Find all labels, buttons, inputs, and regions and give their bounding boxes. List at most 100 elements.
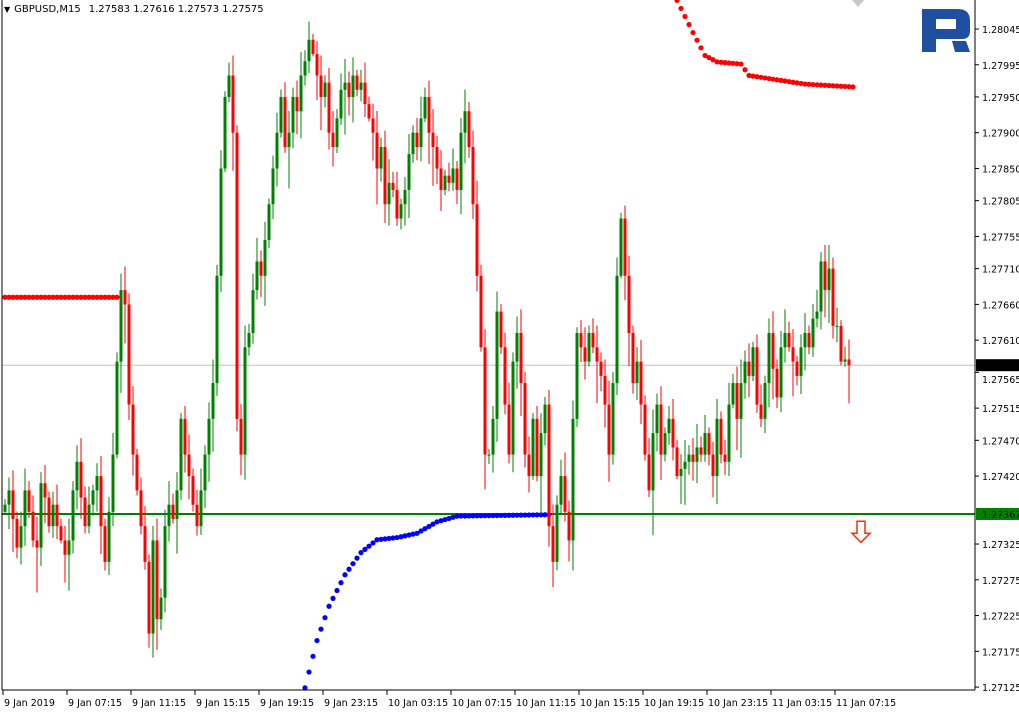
triangle-down-icon[interactable]: ▼	[4, 5, 11, 14]
candle	[591, 318, 595, 354]
lower-indicator-dot	[538, 512, 544, 518]
resistance-dot	[86, 294, 92, 300]
time-tick-label: 11 Jan 07:15	[836, 698, 896, 709]
candle-body	[719, 418, 723, 455]
chart-lines	[2, 364, 975, 515]
candle-body	[415, 132, 419, 148]
candle	[807, 325, 811, 355]
candle-body	[663, 433, 667, 455]
candle	[575, 327, 579, 427]
candle	[43, 464, 47, 524]
upper-indicator-dot	[714, 59, 720, 65]
candle	[515, 316, 519, 389]
candle	[519, 309, 523, 417]
candle-body	[283, 96, 287, 148]
candle-body	[499, 311, 503, 348]
price-tick-label: 1.27995	[982, 61, 1019, 72]
candle-body	[699, 447, 703, 455]
candle-body	[63, 540, 67, 555]
candle	[327, 67, 331, 150]
candle	[559, 459, 563, 516]
candle	[3, 498, 7, 515]
candle-body	[331, 132, 335, 148]
candle-body	[651, 433, 655, 491]
candle-body	[131, 404, 135, 455]
candle-body	[267, 204, 271, 241]
lower-indicator-dot	[526, 512, 532, 518]
candle	[123, 266, 127, 344]
upper-indicator-dot	[754, 74, 760, 80]
candle	[323, 75, 327, 108]
candle-body	[175, 490, 179, 519]
candle	[603, 359, 607, 428]
candle	[827, 245, 831, 324]
candle	[239, 404, 243, 476]
candle-body	[743, 361, 747, 384]
upper-indicator-dot	[850, 84, 856, 90]
candle-body	[643, 404, 647, 455]
candle-body	[587, 333, 591, 362]
lower-indicator-dot	[362, 546, 368, 552]
upper-indicator-dot	[766, 75, 772, 82]
candle	[555, 495, 559, 571]
candle-body	[355, 75, 359, 90]
candle	[751, 341, 755, 382]
candle-body	[731, 383, 735, 405]
candle	[275, 112, 279, 187]
candle-body	[315, 54, 319, 76]
candle-body	[427, 96, 431, 133]
candle	[767, 318, 771, 408]
candle	[291, 87, 295, 149]
candle-body	[575, 333, 579, 419]
candle-body	[759, 404, 763, 419]
candle	[263, 221, 267, 306]
candle	[547, 389, 551, 547]
candle-body	[211, 383, 215, 419]
candle-body	[791, 347, 795, 362]
lower-indicator-dot	[518, 512, 524, 518]
lower-indicator-dot	[382, 536, 388, 542]
candle-body	[87, 504, 91, 527]
candle	[735, 366, 739, 451]
candle-body	[179, 418, 183, 491]
candle-body	[631, 333, 635, 384]
candle-body	[39, 483, 43, 548]
candle-body	[655, 404, 659, 434]
candle-body	[755, 347, 759, 405]
candle	[599, 352, 603, 392]
candle-body	[715, 418, 719, 477]
candle-body	[347, 82, 351, 97]
candle	[287, 110, 291, 189]
time-tick-label: 9 Jan 11:15	[132, 698, 186, 709]
candle-body	[803, 333, 807, 348]
candle	[163, 509, 167, 613]
upper-indicator-dot	[678, 5, 684, 12]
candle-body	[571, 418, 575, 541]
candle	[747, 343, 751, 397]
resistance-dot	[34, 294, 40, 300]
candle	[191, 468, 195, 512]
candle	[687, 445, 691, 475]
candle-body	[387, 182, 391, 205]
candle	[459, 118, 463, 215]
candle-body	[147, 561, 151, 634]
candle-body	[603, 375, 607, 405]
candle-body	[735, 383, 739, 419]
candle	[703, 414, 707, 462]
lower-indicator-dot	[334, 587, 340, 594]
candle	[135, 448, 139, 496]
candle	[147, 554, 151, 648]
candle-body	[579, 333, 583, 348]
candle	[207, 402, 211, 482]
candle	[395, 171, 399, 226]
lower-indicator-dot	[314, 637, 320, 644]
candle-body	[55, 504, 59, 527]
scroll-marker-icon[interactable]	[852, 0, 864, 7]
candle-body	[763, 383, 767, 419]
price-tick-label: 1.27805	[982, 197, 1019, 208]
candle-body	[463, 111, 467, 133]
candle-body	[295, 96, 299, 112]
upper-indicator-dot	[806, 81, 812, 87]
candle	[391, 171, 395, 198]
